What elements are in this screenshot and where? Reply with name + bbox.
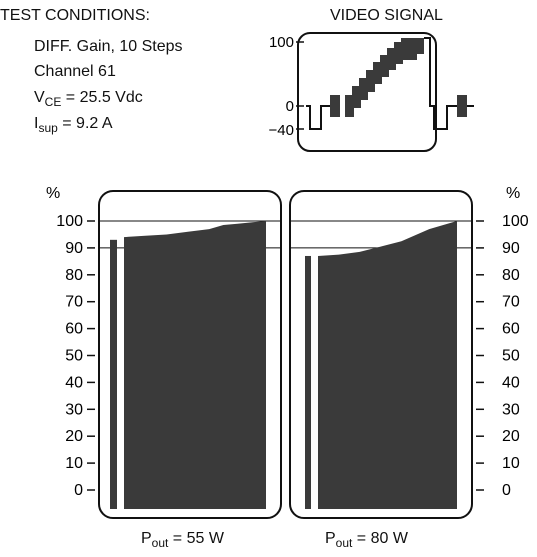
- tick-label: 100: [56, 213, 83, 230]
- tick-label: 90: [502, 240, 520, 257]
- chart-2-frame: [289, 190, 473, 519]
- video-tick-label-0: 0: [286, 98, 294, 115]
- video-staircase: [345, 38, 424, 117]
- chart-2-caption: Pout = 80 W: [325, 530, 408, 550]
- tick-label: 80: [65, 267, 83, 284]
- video-step: [415, 38, 424, 54]
- conditions-heading: TEST CONDITIONS:: [0, 7, 150, 24]
- video-step: [394, 42, 403, 64]
- chart-2-bar: [305, 255, 311, 509]
- video-step: [352, 86, 361, 108]
- chart-1-caption: Pout = 55 W: [141, 530, 224, 550]
- video-burst-left: [330, 95, 340, 117]
- tick-label: 70: [502, 294, 520, 311]
- video-tick-label-minus40: −40: [269, 122, 294, 139]
- chart-2-unit-label: %: [506, 185, 520, 202]
- tick-label: 90: [65, 240, 83, 257]
- tick-label: 50: [502, 348, 520, 365]
- video-step: [359, 78, 368, 100]
- conditions-vce: VCE = 25.5 Vdc: [34, 89, 143, 109]
- tick-label: 40: [65, 374, 83, 391]
- video-step: [366, 70, 375, 92]
- video-burst-right: [457, 95, 467, 117]
- tick-label: 0: [74, 482, 83, 499]
- tick-label: 0: [502, 482, 511, 499]
- video-step: [401, 38, 410, 60]
- conditions-line-1: DIFF. Gain, 10 Steps: [34, 38, 183, 55]
- conditions-line-2: Channel 61: [34, 63, 116, 80]
- tick-label: 10: [502, 455, 520, 472]
- chart-2-axis-ticks: [476, 220, 484, 491]
- tick-label: 30: [65, 401, 83, 418]
- tick-label: 60: [502, 321, 520, 338]
- video-step: [387, 48, 396, 70]
- video-signal-inset: 100 0 −40: [269, 32, 474, 152]
- tick-label: 20: [502, 428, 520, 445]
- chart-1-bar: [110, 239, 117, 509]
- video-tick-label-100: 100: [269, 34, 294, 51]
- video-step: [380, 55, 389, 77]
- tick-label: 70: [65, 294, 83, 311]
- chart-1-area: [124, 221, 266, 509]
- video-step: [373, 62, 382, 84]
- video-sync-pulse-left: [306, 105, 331, 130]
- chart-1-axis-ticks: [87, 220, 95, 491]
- tick-label: 10: [65, 455, 83, 472]
- video-signal-frame: [297, 32, 437, 152]
- chart-1-frame: [98, 190, 282, 519]
- chart-2-area: [318, 221, 457, 509]
- tick-label: 20: [65, 428, 83, 445]
- video-step: [345, 95, 354, 117]
- tick-label: 80: [502, 267, 520, 284]
- conditions-isup: Isup = 9.2 A: [34, 115, 113, 135]
- tick-label: 60: [65, 321, 83, 338]
- video-step: [408, 38, 417, 60]
- tick-label: 40: [502, 374, 520, 391]
- chart-1-unit-label: %: [46, 185, 60, 202]
- video-signal-title: VIDEO SIGNAL: [330, 7, 443, 24]
- video-sync-pulse-right: [424, 37, 474, 130]
- tick-label: 30: [502, 401, 520, 418]
- tick-label: 100: [502, 213, 529, 230]
- tick-label: 50: [65, 348, 83, 365]
